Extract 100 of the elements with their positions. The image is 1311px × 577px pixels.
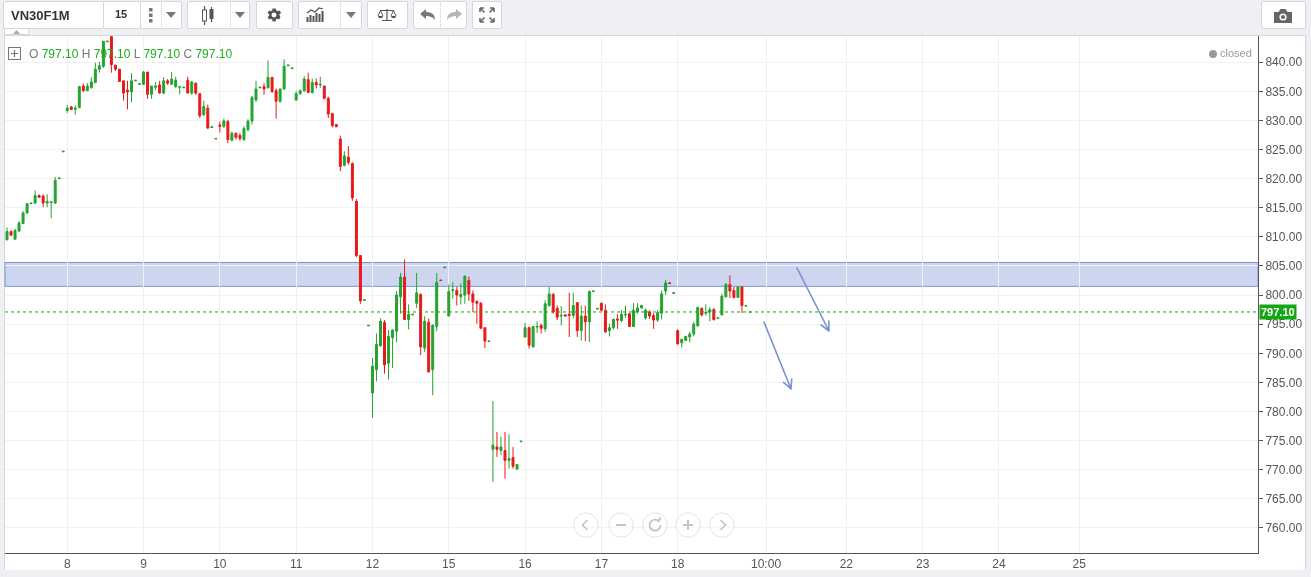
candlestick — [615, 313, 619, 330]
candlestick — [515, 464, 519, 470]
candlestick — [222, 118, 226, 129]
candlestick — [415, 272, 419, 309]
candlestick — [419, 292, 423, 356]
y-tick-label: 805.00 — [1265, 259, 1303, 274]
candlestick — [652, 312, 656, 330]
candlestick — [226, 119, 230, 144]
candlestick — [447, 284, 451, 317]
candlestick — [338, 135, 342, 172]
candlestick — [619, 309, 623, 323]
candlestick — [214, 137, 218, 140]
candlestick — [306, 72, 310, 94]
candlestick — [206, 104, 210, 130]
candlestick — [5, 227, 9, 241]
candlestick — [403, 259, 407, 321]
candlestick — [61, 150, 65, 153]
x-tick-label: 24 — [992, 557, 1006, 572]
x-tick-label: 11 — [289, 557, 303, 572]
ref-line-label: 797.10 — [1261, 306, 1295, 318]
x-tick-label: 25 — [1072, 557, 1087, 572]
candlestick — [230, 130, 234, 142]
candlestick — [523, 322, 527, 339]
candlestick — [579, 305, 583, 341]
candlestick — [266, 59, 270, 89]
candlestick — [170, 71, 174, 86]
candlestick — [740, 285, 744, 314]
candlestick — [234, 132, 238, 141]
candlestick — [93, 62, 97, 84]
candlestick — [310, 78, 314, 95]
y-tick-label: 840.00 — [1265, 55, 1303, 70]
candlestick — [495, 431, 499, 458]
candlestick — [77, 85, 81, 109]
candlestick — [511, 446, 515, 470]
candlestick — [676, 328, 680, 346]
candlestick — [302, 75, 306, 93]
y-tick-label: 780.00 — [1265, 404, 1303, 419]
y-tick-label: 775.00 — [1265, 433, 1303, 448]
candlestick — [628, 312, 631, 328]
annotation: closed — [1220, 47, 1252, 59]
candlestick — [539, 323, 543, 335]
candlestick — [463, 274, 467, 305]
y-tick-label: 765.00 — [1265, 492, 1303, 507]
x-tick-label: 8 — [63, 557, 71, 572]
candlestick — [202, 100, 206, 117]
y-tick-label: 795.00 — [1265, 317, 1303, 332]
x-tick-label: 18 — [671, 557, 685, 572]
text: 15 — [115, 8, 128, 20]
candlestick — [503, 431, 507, 479]
candlestick — [65, 104, 69, 114]
candlestick — [571, 292, 575, 319]
candlestick — [451, 281, 455, 300]
candlestick — [238, 132, 242, 142]
candlestick — [314, 78, 318, 89]
y-tick-label: 825.00 — [1265, 142, 1303, 157]
candlestick — [81, 83, 85, 93]
candlestick — [218, 121, 222, 134]
candlestick — [290, 67, 294, 70]
candlestick — [318, 76, 322, 89]
candlestick — [708, 306, 712, 322]
candlestick — [162, 76, 166, 95]
y-tick-label: 810.00 — [1265, 230, 1303, 245]
candlestick — [387, 329, 391, 380]
candlestick — [595, 307, 599, 310]
candlestick — [491, 400, 495, 483]
candlestick — [704, 303, 708, 316]
candlestick — [587, 289, 591, 343]
y-tick-label: 770.00 — [1265, 462, 1303, 477]
y-tick-label: 760.00 — [1265, 521, 1303, 536]
candlestick — [69, 106, 73, 111]
candlestick — [567, 292, 571, 338]
candlestick — [487, 340, 491, 343]
y-tick-label: 820.00 — [1265, 171, 1303, 186]
candlestick — [366, 324, 370, 327]
candlestick — [186, 76, 190, 94]
candlestick — [407, 303, 411, 330]
candlestick — [623, 305, 627, 319]
x-tick-label: 17 — [594, 557, 609, 572]
candlestick — [644, 307, 648, 321]
candlestick — [664, 279, 668, 296]
candlestick — [342, 150, 346, 167]
candlestick — [383, 319, 386, 375]
candlestick — [350, 161, 354, 202]
candlestick — [583, 305, 587, 342]
candlestick — [150, 85, 154, 100]
candlestick — [575, 302, 579, 338]
x-tick-label: 23 — [915, 557, 930, 572]
candlestick — [455, 286, 459, 307]
candlestick — [190, 80, 194, 96]
candlestick — [439, 279, 443, 282]
candlestick — [559, 305, 563, 326]
candlestick — [130, 72, 133, 103]
x-tick-label: 15 — [442, 557, 456, 572]
candlestick — [499, 436, 503, 456]
y-tick-label: 800.00 — [1265, 288, 1303, 303]
candlestick — [57, 177, 61, 180]
candlestick — [427, 317, 431, 374]
y-tick-label: 785.00 — [1265, 375, 1303, 390]
candlestick — [346, 145, 350, 166]
candlestick — [531, 325, 535, 348]
